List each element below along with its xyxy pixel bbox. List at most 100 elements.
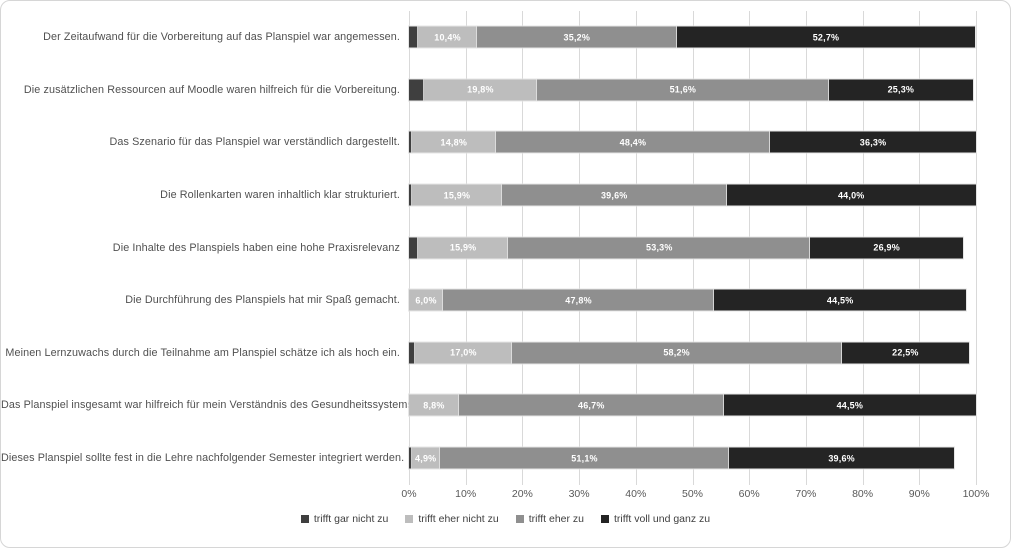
- legend: trifft gar nicht zu trifft eher nicht zu t…: [1, 513, 1010, 525]
- bar-segment-value: 14,8%: [440, 137, 468, 148]
- legend-color-swatch-icon: [300, 515, 309, 524]
- bar-segment-value: 46,7%: [578, 400, 605, 411]
- category-label: Die Inhalte des Planspiels haben eine ho…: [112, 241, 400, 254]
- bar-segment-value: 58,2%: [663, 347, 690, 358]
- bar-track: 10,4% 35,2% 52,7%: [407, 11, 977, 64]
- bar-segment: 47,8%: [442, 288, 716, 312]
- axis-tick: 20%: [511, 488, 533, 501]
- bar-segment: 4,9%: [410, 446, 441, 470]
- bar-segment-value: 39,6%: [828, 453, 855, 464]
- bar-segment: 39,6%: [728, 446, 955, 470]
- bar-segment-value: 15,9%: [449, 242, 477, 253]
- bar-segment-value: 8,8%: [423, 400, 445, 411]
- chart-row: Die Rollenkarten waren inhaltlich klar s…: [1, 169, 1010, 222]
- legend-item: trifft gar nicht zu: [300, 513, 388, 525]
- chart-rows: Der Zeitaufwand für die Vorbereitung auf…: [1, 1, 1010, 484]
- bar-segment: 52,7%: [675, 25, 977, 49]
- grid-line: [976, 11, 977, 485]
- axis-tick: 50%: [681, 488, 704, 501]
- bar-segment: 48,4%: [494, 130, 772, 154]
- bar-segment-value: 19,8%: [467, 84, 494, 95]
- bar-track: 17,0% 58,2% 22,5%: [407, 327, 976, 380]
- axis-tick: 30%: [568, 488, 590, 501]
- category-label: Die Rollenkarten waren inhaltlich klar s…: [160, 189, 400, 202]
- bar-segment: 44,5%: [713, 288, 968, 312]
- bar-segment: [408, 130, 413, 154]
- stacked-bar: 8,8% 46,7% 44,5%: [408, 393, 977, 417]
- bar-segment: 39,6%: [500, 183, 728, 207]
- category-label: Dieses Planspiel sollte fest in die Lehr…: [1, 452, 405, 465]
- chart-row: Der Zeitaufwand für die Vorbereitung auf…: [1, 11, 1010, 64]
- stacked-bar: 4,9% 51,1% 39,6%: [408, 446, 976, 470]
- bar-segment: 19,8%: [423, 78, 538, 102]
- legend-label: trifft voll und ganz zu: [614, 513, 711, 526]
- chart-row: Meinen Lernzuwachs durch die Teilnahme a…: [1, 327, 1010, 380]
- legend-item: trifft eher nicht zu: [405, 513, 499, 526]
- category-label: Das Planspiel insgesamt war hilfreich fü…: [1, 399, 417, 412]
- axis-tick: 60%: [738, 488, 760, 501]
- axis-tick: 10%: [455, 488, 477, 501]
- bar-track: 8,8% 46,7% 44,5%: [408, 379, 977, 432]
- bar-track: 14,8% 48,4% 36,3%: [408, 116, 977, 169]
- axis-tick: 100%: [962, 488, 990, 501]
- axis-tick: 40%: [625, 488, 647, 501]
- bar-segment-value: 39,6%: [600, 190, 628, 201]
- bar-segment-value: 25,3%: [887, 84, 915, 95]
- bar-segment: [407, 78, 426, 102]
- bar-segment: 6,0%: [407, 288, 445, 312]
- bar-segment-value: 52,7%: [812, 32, 840, 43]
- bar-segment-value: 53,3%: [646, 242, 673, 253]
- bar-segment: [407, 25, 420, 49]
- bar-segment: 44,0%: [725, 183, 977, 207]
- legend-color-swatch-icon: [405, 515, 414, 524]
- bar-segment: 53,3%: [507, 236, 812, 260]
- chart-row: Das Planspiel insgesamt war hilfreich fü…: [1, 379, 1010, 432]
- chart-row: Die zusätzlichen Ressourcen auf Moodle w…: [1, 64, 1010, 117]
- bar-segment-value: 44,0%: [837, 190, 865, 201]
- category-label: Die zusätzlichen Ressourcen auf Moodle w…: [23, 83, 400, 96]
- bar-segment: 22,5%: [840, 341, 971, 365]
- bar-segment: 8,8%: [408, 393, 460, 417]
- category-label: Die Durchführung des Planspiels hat mir …: [125, 294, 400, 307]
- bar-track: 4,9% 51,1% 39,6%: [408, 432, 976, 485]
- axis-tick: 90%: [908, 488, 930, 501]
- axis-tick: 0%: [401, 488, 417, 501]
- bar-segment: 14,8%: [410, 130, 497, 154]
- bar-track: 15,9% 53,3% 26,9%: [407, 221, 976, 274]
- bar-segment-value: 44,5%: [826, 295, 854, 306]
- legend-label: trifft eher nicht zu: [418, 513, 499, 526]
- bar-segment-value: 48,4%: [619, 137, 647, 148]
- stacked-bar: 15,9% 53,3% 26,9%: [407, 236, 976, 260]
- bar-segment-value: 35,2%: [563, 32, 591, 43]
- bar-track: 19,8% 51,6% 25,3%: [407, 64, 976, 117]
- bar-segment: [407, 236, 420, 260]
- legend-item: trifft eher zu: [515, 513, 584, 526]
- axis-tick: 80%: [852, 488, 874, 501]
- bar-segment: 26,9%: [809, 236, 964, 260]
- bar-segment: 58,2%: [510, 341, 843, 365]
- bar-segment-value: 4,9%: [415, 453, 437, 464]
- bar-segment: 10,4%: [417, 25, 479, 49]
- bar-segment-value: 10,4%: [434, 32, 461, 43]
- stacked-bar: 15,9% 39,6% 44,0%: [408, 183, 977, 207]
- stacked-bar: 19,8% 51,6% 25,3%: [407, 78, 976, 102]
- bar-segment-value: 15,9%: [443, 190, 471, 201]
- chart-row: Die Inhalte des Planspiels haben eine ho…: [1, 221, 1010, 274]
- bar-segment-value: 6,0%: [415, 295, 437, 306]
- legend-label: trifft eher zu: [528, 513, 584, 526]
- bar-segment: [407, 341, 417, 365]
- bar-segment: 51,6%: [535, 78, 831, 102]
- bar-segment: 15,9%: [417, 236, 510, 260]
- bar-segment-value: 36,3%: [859, 137, 887, 148]
- bar-segment: [408, 183, 413, 207]
- bar-segment: 17,0%: [414, 341, 513, 365]
- legend-item: trifft voll und ganz zu: [601, 513, 710, 525]
- bar-segment-value: 51,1%: [571, 453, 598, 464]
- bar-track: 15,9% 39,6% 44,0%: [408, 169, 977, 222]
- x-axis: 0% 10% 20% 30% 40% 50% 60% 70% 80% 90% 100%: [401, 484, 989, 504]
- stacked-bar: 10,4% 35,2% 52,7%: [407, 25, 977, 49]
- category-label: Meinen Lernzuwachs durch die Teilnahme a…: [5, 346, 400, 359]
- axis-tick: 70%: [795, 488, 817, 501]
